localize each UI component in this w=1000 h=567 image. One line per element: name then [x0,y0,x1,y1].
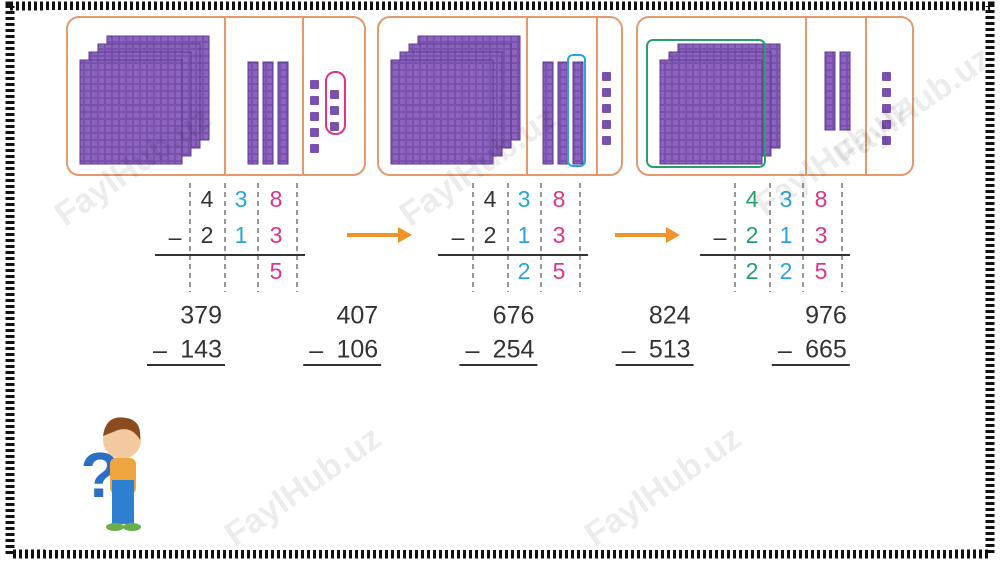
digit: 5 [815,258,828,284]
digit: 3 [235,186,248,212]
unit-cube [602,120,611,129]
digit: 8 [553,186,566,212]
digit: 4 [484,186,497,212]
digit: 2 [484,222,497,248]
ten-rod [824,51,836,131]
operator: – [778,337,792,365]
digit: 3 [815,222,828,248]
unit-cube [882,72,891,81]
regroup-loop [646,39,766,168]
digit: 5 [270,258,283,284]
hundred-block [390,59,494,165]
digit: 8 [270,186,283,212]
digit: 2 [746,258,759,284]
operator: – [714,224,727,250]
digit: 5 [553,258,566,284]
unit-cube [602,104,611,113]
digit: 3 [780,186,793,212]
digit: 3 [270,222,283,248]
hundred-block [79,59,183,165]
ten-rod [557,61,569,165]
digit: 1 [235,222,248,248]
regroup-loop [567,54,586,167]
unit-cube [310,80,319,89]
subtrahend: 665 [805,336,847,364]
subtrahend: 106 [336,336,378,364]
ten-rod [839,51,851,131]
unit-cube [882,136,891,145]
operator: – [169,224,182,250]
panels [66,16,914,176]
minuend: 824 [649,302,691,330]
operator: – [622,337,636,365]
ten-rod [542,61,554,165]
subtrahend: 143 [180,336,222,364]
operator: – [465,337,479,365]
unit-cube [602,136,611,145]
unit-cube [310,96,319,105]
digit: 4 [201,186,214,212]
digit: 1 [780,222,793,248]
unit-cube [310,144,319,153]
border [5,1,995,559]
minuend: 379 [180,302,222,330]
unit-cube [310,112,319,121]
minuend: 676 [493,302,535,330]
minuend: 976 [805,302,847,330]
operator: – [452,224,465,250]
unit-cube [330,90,339,99]
unit-cube [330,106,339,115]
digit: 3 [553,222,566,248]
unit-cube [310,128,319,137]
regroup-loop [325,71,346,135]
digit: 4 [746,186,759,212]
subtrahend: 513 [649,336,691,364]
operator: – [153,337,167,365]
digit: 2 [201,222,214,248]
subtrahend: 254 [493,336,535,364]
ten-rod [572,61,584,165]
hundred-block [659,59,763,165]
ten-rod [262,61,274,165]
arrows [347,227,680,243]
character: ? [80,417,141,531]
minuend: 407 [336,302,378,330]
digit: 2 [518,258,531,284]
digit: 2 [780,258,793,284]
digit: 3 [518,186,531,212]
unit-cube [602,88,611,97]
ten-rod [277,61,289,165]
operator: – [309,337,323,365]
unit-cube [882,104,891,113]
ten-rod [247,61,259,165]
unit-cube [330,122,339,131]
unit-cube [882,88,891,97]
unit-cube [882,120,891,129]
digit: 1 [518,222,531,248]
digit: 2 [746,222,759,248]
digit: 8 [815,186,828,212]
unit-cube [602,72,611,81]
